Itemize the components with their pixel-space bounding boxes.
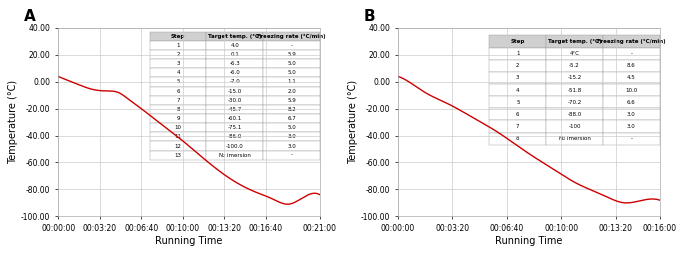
X-axis label: Running Time: Running Time	[495, 236, 562, 246]
Text: B: B	[364, 9, 375, 24]
Text: A: A	[24, 9, 36, 24]
Y-axis label: Temperature (°C): Temperature (°C)	[348, 80, 358, 164]
X-axis label: Running Time: Running Time	[155, 236, 223, 246]
Y-axis label: Temperature (°C): Temperature (°C)	[8, 80, 18, 164]
